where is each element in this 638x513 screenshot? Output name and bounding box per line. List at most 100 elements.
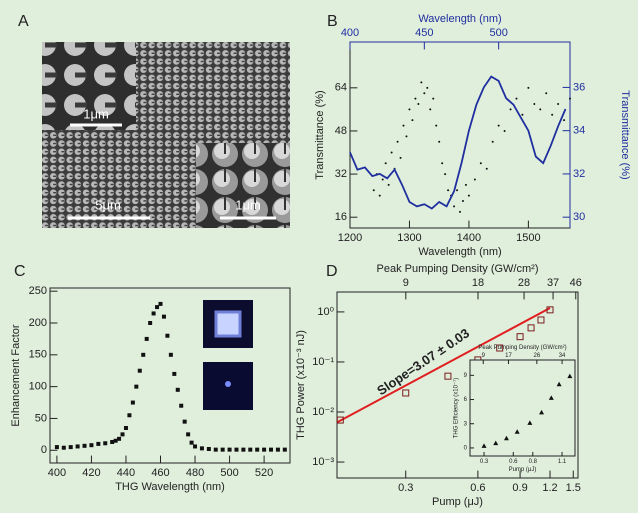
x2-tick-label: 400 [341, 27, 359, 39]
data-point [426, 86, 429, 89]
x-tick-label: 1.5 [566, 482, 581, 494]
data-point [548, 395, 554, 400]
data-point [515, 97, 518, 100]
data-point [438, 140, 441, 143]
y-tick-label: 9 [464, 373, 468, 379]
data-point [432, 97, 435, 100]
scale-label: 1μm [235, 197, 261, 212]
data-point [396, 140, 399, 143]
data-point [161, 314, 166, 319]
data-point [123, 426, 128, 430]
data-point [199, 446, 204, 451]
x-tick-label: 1.1 [558, 459, 567, 465]
data-point [248, 447, 253, 452]
data-point [89, 443, 94, 448]
data-point [429, 108, 432, 111]
data-point [521, 113, 524, 116]
data-point [387, 183, 390, 186]
x2-axis-title: Wavelength (nm) [418, 13, 501, 25]
data-point [189, 440, 194, 445]
data-point [533, 103, 536, 105]
panel-a: A 1μm 5μm 1μm [18, 13, 290, 228]
data-point [269, 447, 274, 452]
x-tick-label: 1.2 [542, 482, 557, 494]
data-point [493, 440, 499, 446]
y2-tick-label: 30 [573, 211, 585, 223]
data-point [213, 447, 218, 452]
data-point [402, 389, 410, 397]
data-point [556, 381, 562, 387]
x2-tick-label: 26 [534, 353, 541, 359]
data-point [423, 92, 426, 95]
x2-axis-title: Peak Pumping Density (GW/cm²) [377, 263, 539, 275]
x-tick-label: 1500 [516, 232, 540, 244]
panel-label: B [327, 13, 338, 30]
data-point [516, 333, 524, 341]
sem-inset-pattern [196, 143, 290, 228]
y2-tick-label: 36 [573, 81, 585, 93]
data-point [234, 447, 239, 452]
data-point [496, 344, 504, 352]
data-point [411, 119, 414, 122]
data-point [186, 432, 191, 437]
data-point [503, 435, 509, 441]
data-point [165, 333, 170, 338]
data-point [459, 210, 461, 213]
x-tick-label: 1300 [397, 232, 421, 244]
data-point [103, 441, 108, 446]
y-tick-label: 200 [29, 317, 47, 329]
chart: C 400 420 440 460 480 500 520 0 50 100 150 200 250 THG… [10, 263, 291, 493]
data-point [464, 183, 467, 186]
data-point [61, 445, 66, 450]
data-point [481, 443, 487, 448]
data-point [399, 156, 402, 159]
data-point [241, 447, 246, 452]
x-tick-label: 420 [82, 467, 100, 479]
data-point [372, 189, 375, 192]
data-point [378, 194, 381, 197]
data-point [453, 205, 456, 208]
data-point [527, 324, 535, 332]
x-tick-label: 480 [186, 467, 204, 479]
data-point [405, 135, 408, 138]
x-axis-title: Wavelength (nm) [418, 246, 501, 258]
y-tick-label: 3 [464, 421, 468, 427]
y-tick-label: 32 [335, 168, 347, 180]
x-tick-label: 0.6 [470, 482, 485, 494]
data-point [402, 124, 405, 127]
data-point [82, 443, 87, 448]
data-point [447, 189, 450, 192]
data-point [420, 81, 423, 84]
data-point [467, 194, 470, 197]
x-tick-label: 0.9 [512, 482, 527, 494]
x-tick-label: 0.8 [529, 459, 538, 465]
data-point [134, 384, 139, 389]
y-tick-label: 10⁻³ [312, 456, 334, 468]
x-tick-label: 400 [48, 467, 66, 479]
scale-label: 5μm [95, 197, 121, 212]
x2-tick-label: 18 [472, 277, 484, 289]
data-point [381, 178, 384, 181]
data-point [336, 416, 344, 424]
data-point [485, 167, 488, 170]
data-point [563, 119, 566, 122]
data-point [461, 200, 464, 203]
y-tick-label: 10⁰ [317, 306, 334, 318]
data-point [527, 86, 530, 89]
data-point [117, 436, 122, 441]
x-axis-title: Pump (μJ) [509, 467, 537, 473]
data-point [514, 429, 520, 434]
data-point [168, 352, 173, 357]
y-axis-title: Enhancement Factor [10, 324, 22, 426]
plot-frame [469, 359, 576, 457]
data-point [75, 444, 80, 449]
x-axis-title: THG Wavelength (nm) [115, 481, 225, 493]
data-point [384, 162, 387, 165]
panel-c-photos [203, 300, 253, 410]
y2-axis-title: Transmittance (%) [619, 90, 631, 179]
y-tick-label: 10⁻² [312, 406, 334, 418]
data-point [120, 432, 125, 437]
y2-tick-label: 32 [573, 168, 585, 180]
data-point [137, 368, 142, 373]
